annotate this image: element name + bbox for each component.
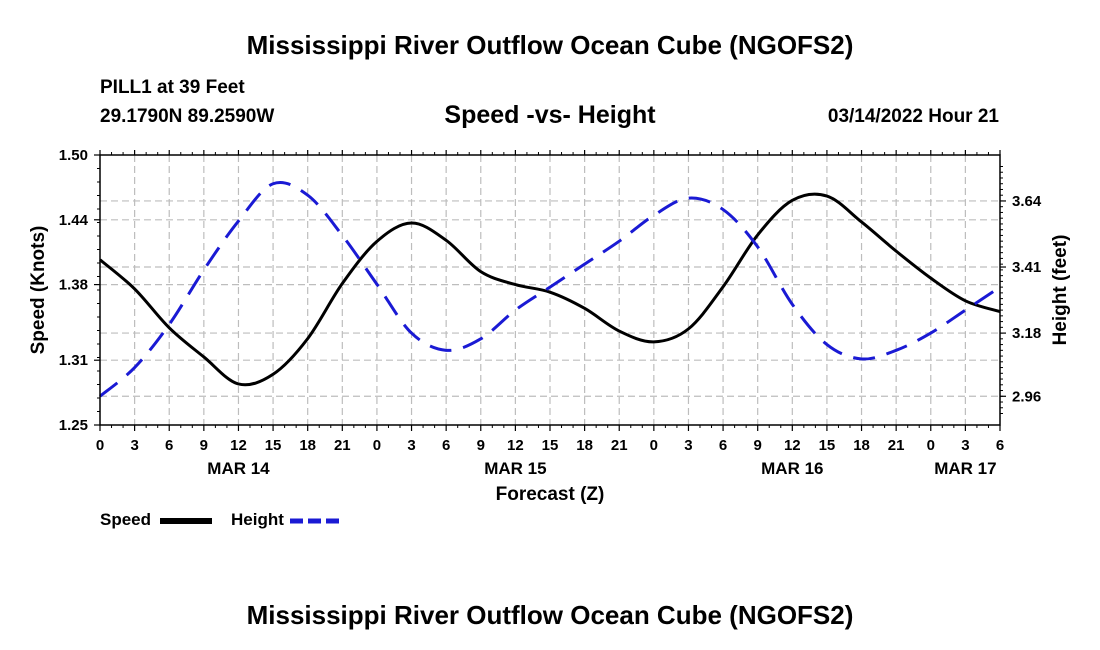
legend-speed-swatch: [160, 518, 212, 524]
date-label: MAR 14: [207, 459, 270, 478]
series-line-speed: [99, 192, 1001, 387]
axes: 0 3 6 9 12 15 18 21 0 3 6 9 12 15 18 21 0 3 6 9 12 15 18 21 0 3 6M…: [59, 147, 1042, 478]
x-tick-label: 21: [888, 437, 905, 454]
y2-tick-label: 3.18: [1012, 325, 1041, 342]
legend-height-swatch: [290, 518, 344, 524]
x-tick-label: 3: [407, 437, 415, 454]
y2-tick-label: 3.41: [1012, 259, 1041, 276]
x-tick-label: 0: [927, 437, 935, 454]
x-tick-label: 6: [165, 437, 173, 454]
x-tick-label: 12: [507, 437, 524, 454]
x-tick-label: 0: [650, 437, 658, 454]
x-tick-label: 6: [996, 437, 1004, 454]
x-tick-label: 9: [754, 437, 762, 454]
x-tick-label: 18: [576, 437, 593, 454]
station-coords: 29.1790N 89.2590W: [100, 106, 275, 127]
x-tick-label: 6: [719, 437, 727, 454]
x-tick-label: 9: [200, 437, 208, 454]
x-tick-label: 3: [961, 437, 969, 454]
x-tick-label: 12: [784, 437, 801, 454]
x-tick-label: 3: [684, 437, 692, 454]
x-tick-label: 0: [373, 437, 381, 454]
x-tick-label: 21: [334, 437, 351, 454]
page-title: Mississippi River Outflow Ocean Cube (NG…: [246, 30, 854, 60]
y2-axis-title: Height (feet): [1050, 235, 1071, 346]
y-tick-label: 1.50: [59, 147, 88, 164]
y-tick-label: 1.25: [59, 417, 88, 434]
x-tick-label: 12: [230, 437, 247, 454]
x-tick-label: 15: [265, 437, 282, 454]
x-tick-label: 3: [130, 437, 138, 454]
x-tick-label: 6: [442, 437, 450, 454]
footer-title: Mississippi River Outflow Ocean Cube (NG…: [246, 600, 854, 630]
series-line-height: [99, 180, 1001, 398]
station-name: PILL1 at 39 Feet: [100, 77, 245, 98]
y2-tick-label: 3.64: [1012, 193, 1042, 210]
y-tick-label: 1.44: [59, 212, 89, 229]
speed-height-chart: 0 3 6 9 12 15 18 21 0 3 6 9 12 15 18 21 0 3 6 9 12 15 18 21 0 3 6M…: [28, 147, 1071, 505]
x-tick-label: 18: [853, 437, 870, 454]
date-label: MAR 15: [484, 459, 546, 478]
chart-subtitle: Speed -vs- Height: [444, 101, 656, 129]
y-axis-title: Speed (Knots): [28, 226, 49, 355]
date-label: MAR 16: [761, 459, 823, 478]
x-axis-title: Forecast (Z): [496, 484, 605, 505]
y-tick-label: 1.38: [59, 277, 88, 294]
legend-speed-label: Speed: [100, 510, 152, 529]
x-tick-label: 21: [611, 437, 628, 454]
series: [99, 180, 1001, 398]
y-tick-label: 1.31: [59, 352, 88, 369]
grid: [100, 155, 1000, 425]
date-label: MAR 17: [934, 459, 996, 478]
x-tick-label: 9: [477, 437, 485, 454]
x-tick-label: 15: [542, 437, 559, 454]
x-tick-label: 0: [96, 437, 104, 454]
x-tick-label: 18: [299, 437, 316, 454]
legend-height-label: Height: [231, 510, 284, 529]
y2-tick-label: 2.96: [1012, 388, 1041, 405]
x-tick-label: 15: [819, 437, 836, 454]
forecast-timestamp: 03/14/2022 Hour 21: [827, 106, 999, 127]
